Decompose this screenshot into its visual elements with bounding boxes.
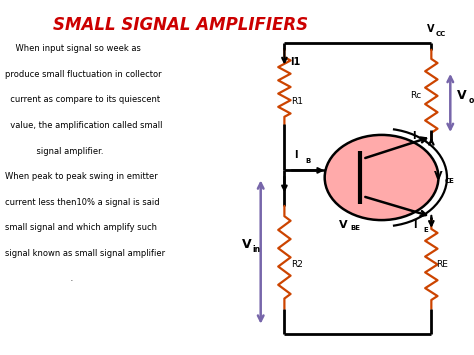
Text: current less then10% a signal is said: current less then10% a signal is said bbox=[5, 198, 159, 207]
Text: V: V bbox=[339, 220, 347, 230]
Circle shape bbox=[325, 135, 438, 220]
Text: signal amplifier.: signal amplifier. bbox=[5, 147, 103, 155]
Text: I1: I1 bbox=[291, 57, 301, 67]
Text: R2: R2 bbox=[292, 260, 303, 269]
Text: SMALL SIGNAL AMPLIFIERS: SMALL SIGNAL AMPLIFIERS bbox=[53, 16, 308, 34]
Text: B: B bbox=[305, 158, 310, 164]
Text: I: I bbox=[412, 131, 416, 141]
Text: CC: CC bbox=[436, 31, 447, 37]
Text: V: V bbox=[427, 24, 434, 34]
Text: R1: R1 bbox=[292, 97, 303, 106]
Text: BE: BE bbox=[351, 225, 361, 231]
Text: V: V bbox=[457, 89, 467, 102]
Text: When input signal so week as: When input signal so week as bbox=[5, 44, 141, 53]
Text: V: V bbox=[242, 239, 251, 251]
Text: in: in bbox=[252, 245, 260, 255]
Text: RE: RE bbox=[436, 260, 448, 269]
Text: When peak to peak swing in emitter: When peak to peak swing in emitter bbox=[5, 172, 157, 181]
Text: .: . bbox=[5, 274, 73, 283]
Text: small signal and which amplify such: small signal and which amplify such bbox=[5, 223, 157, 232]
Text: produce small fluctuation in collector: produce small fluctuation in collector bbox=[5, 70, 161, 79]
Text: I: I bbox=[413, 220, 417, 230]
Text: E: E bbox=[424, 227, 428, 233]
Text: Rc: Rc bbox=[410, 91, 421, 100]
Text: current as compare to its quiescent: current as compare to its quiescent bbox=[5, 95, 160, 104]
Text: value, the amplification called small: value, the amplification called small bbox=[5, 121, 162, 130]
Text: out: out bbox=[468, 95, 474, 105]
Text: c: c bbox=[423, 136, 427, 142]
Text: CE: CE bbox=[444, 178, 454, 184]
Text: V: V bbox=[434, 171, 442, 181]
Text: I: I bbox=[294, 150, 297, 160]
Text: signal known as small signal amplifier: signal known as small signal amplifier bbox=[5, 249, 165, 258]
